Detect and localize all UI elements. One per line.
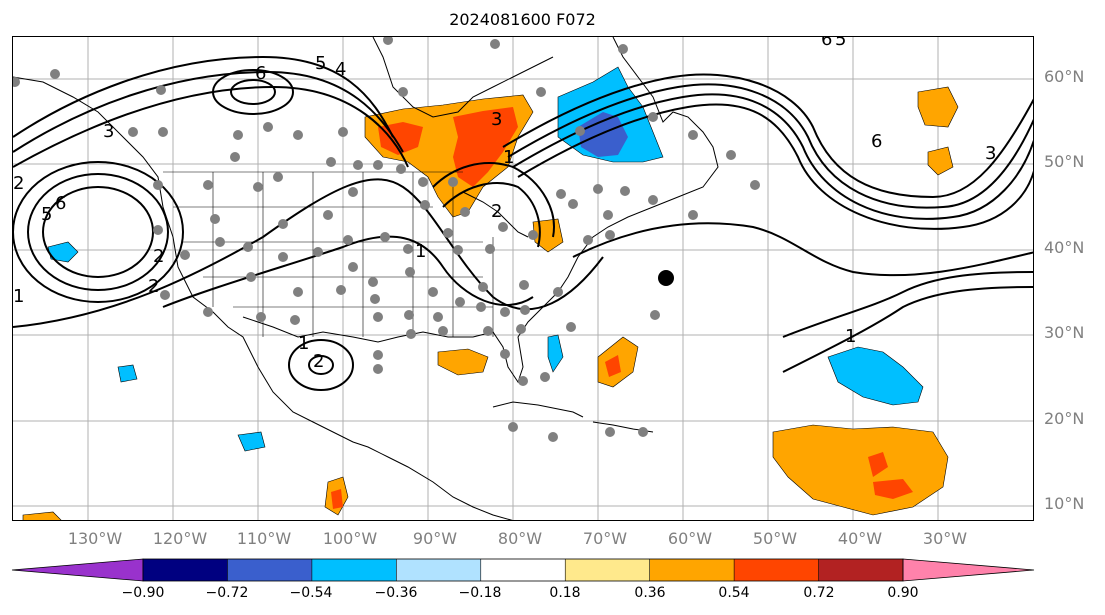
lat-label: 40°N [1044,238,1085,257]
contour-label: 5 [41,204,52,225]
orange-area-pacific-south [22,511,62,520]
colorbar-segment [565,559,650,581]
contour-mexico-high [288,339,354,391]
contour-label: 4 [335,59,346,80]
colorbar-segment [311,559,397,581]
contour-label: 3 [103,121,114,142]
colorbar-extend-low [11,558,144,582]
blue-area-florida [547,334,564,373]
contour-label: 1 [13,286,24,307]
contour-label: 2 [313,351,324,372]
contour-label: 2 [13,173,24,194]
colorbar-segment [480,559,566,581]
contour-label: 6 [55,193,66,214]
lon-label: 130°W [67,529,123,548]
red-area-hudson [453,107,518,187]
contour-label: 6 [821,37,832,50]
contour-pacific-low-mid [27,173,169,291]
lat-label: 50°N [1044,152,1085,171]
contour-label: 5 [835,37,846,50]
lon-label: 30°W [922,529,968,548]
contour-label: 1 [298,333,309,354]
orange-area-east-atlantic-2 [927,146,954,176]
lat-label: 10°N [1044,494,1085,513]
colorbar-tick: 0.18 [549,585,581,601]
lon-label: 80°W [497,529,543,548]
colorbar-segment [143,559,228,581]
darkblue-area-labrador [578,112,628,157]
red-area-atlantic-south-2 [873,479,913,499]
colorbar-tick: 0.90 [887,585,919,601]
lon-label: 100°W [322,529,378,548]
map-title: 2024081600 F072 [449,10,596,29]
colorbar [11,558,1035,582]
orange-area-east-atlantic [917,86,959,128]
contour-label: 2 [148,276,159,297]
station-dots [13,37,760,442]
orange-area-atlantic-south [772,424,949,516]
contour-label: 1 [503,147,514,168]
colorbar-tick: −0.90 [121,585,165,601]
colorbar-tick: 0.36 [634,585,666,601]
colorbar-tick: −0.36 [374,585,418,601]
contour-label: 3 [491,109,502,130]
contour-label-group: 6 5 4 3 2 1 5 6 2 1 2 1 2 3 6 3 1 2 1 6 … [13,37,996,372]
colorbar-tick: 0.54 [718,585,750,601]
colorbar-segment [227,559,312,581]
lon-label: 120°W [152,529,208,548]
lat-label: 60°N [1044,67,1085,86]
lat-label: 30°N [1044,323,1085,342]
lon-label: 40°W [837,529,883,548]
contour-pacific-low-outer [13,161,184,303]
lat-label: 20°N [1044,409,1085,428]
colorbar-tick: −0.72 [205,585,249,601]
colorbar-tick: −0.54 [289,585,333,601]
colorbar-segment [818,559,903,581]
map-canvas: 6 5 4 3 2 1 5 6 2 1 2 1 2 3 6 3 1 2 1 6 … [13,37,1033,520]
contour-label: 1 [845,326,856,347]
contour-label: 1 [415,241,426,262]
contour-label: 6 [871,131,882,152]
blue-area-atlantic [827,346,924,406]
lon-label: 110°W [236,529,292,548]
storm-center-marker [658,270,674,286]
contour-label: 2 [153,246,164,267]
contour-label: 5 [315,53,326,74]
red-area-bahamas [605,355,621,377]
colorbar-frame [142,558,904,582]
colorbar-segment [734,559,819,581]
lon-label: 60°W [667,529,713,548]
contour-label: 6 [255,63,266,84]
colorbar-tick: −0.18 [458,585,502,601]
lon-label: 50°W [752,529,798,548]
colorbar-tick: 0.72 [803,585,835,601]
colorbar-segment [649,559,735,581]
map-panel: 6 5 4 3 2 1 5 6 2 1 2 1 2 3 6 3 1 2 1 6 … [12,36,1034,521]
blue-area-sw-pacific [237,431,266,452]
colorbar-segment [396,559,481,581]
lon-label: 70°W [582,529,628,548]
colorbar-extend-high [902,558,1035,582]
orange-area-gulf [437,348,489,376]
contour-pacific-low-inner [42,186,154,278]
red-area-atlantic-south [868,452,888,477]
red-area-mexico [331,489,343,509]
contour-label: 3 [985,143,996,164]
blue-area-pacific [47,241,79,263]
blue-area-cuba [117,364,138,383]
contour-label: 2 [491,201,502,222]
lon-label: 90°W [412,529,458,548]
shaded-anomalies [22,66,959,520]
